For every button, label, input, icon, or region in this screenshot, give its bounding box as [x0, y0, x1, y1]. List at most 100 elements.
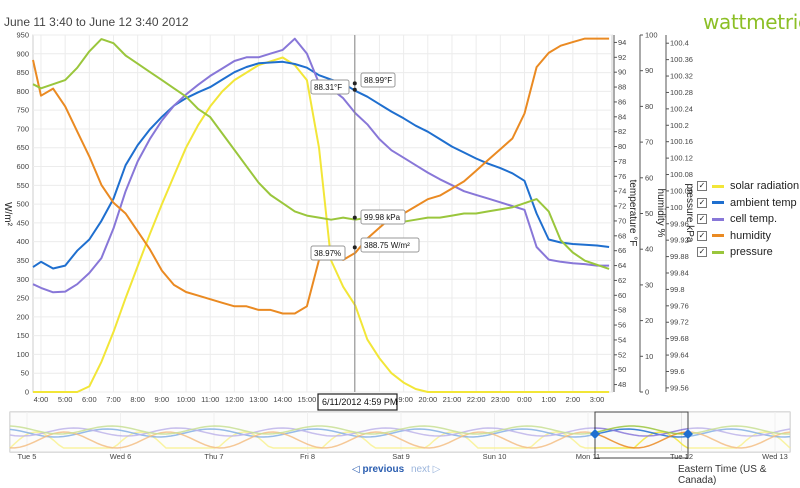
legend-label: solar radiation: [730, 180, 800, 192]
tooltip-date: 6/11/2012 4:59 PM: [322, 397, 397, 407]
x-tick-label: 2:00: [566, 395, 581, 404]
humidity-tick-label: 50: [645, 209, 653, 218]
x-tick-label: 15:00: [298, 395, 317, 404]
navigator: Tue 5 Wed 6 Thu 7 Fri 8 Sat 9 Sun 10 Mon 11 Tue…: [9, 411, 791, 461]
y-tick-label: 850: [16, 68, 29, 77]
tooltip-layer: 88.99°F 88.31°F 99.98 kPa 388.75 W/m² 38.97%…: [310, 35, 420, 411]
y-tick-label: 50: [21, 369, 29, 378]
x-tick-label: 0:00: [517, 395, 532, 404]
navigator-label: Tue 5: [18, 452, 37, 461]
y-tick-label: 650: [16, 143, 29, 152]
pressure-tick-label: 99.64: [670, 351, 689, 360]
tooltip-solar-box: [360, 237, 420, 253]
pressure-tick-label: 99.92: [670, 236, 689, 245]
legend-checkbox[interactable]: ✓: [697, 247, 707, 257]
pressure-tick-label: 99.72: [670, 318, 689, 327]
pressure-tick-label: 100.4: [670, 39, 689, 48]
tooltip-ambient-box: [360, 72, 396, 88]
legend-item-cell-temp[interactable]: ✓ cell temp.: [697, 211, 799, 227]
previous-button[interactable]: ◁ previous: [352, 464, 405, 475]
y-tick-label: 800: [16, 87, 29, 96]
series-line-pressure: [32, 38, 610, 270]
navigator-handle-right: [683, 429, 693, 439]
pressure-tick-label: 100.12: [670, 154, 693, 163]
axes: 4:00 5:00 6:00 7:00 8:00 9:00 10:00 11:00 12:00 1…: [2, 31, 695, 405]
legend-item-solar-radiation[interactable]: ✓ solar radiation: [697, 178, 799, 194]
pressure-tick-label: 100.24: [670, 104, 693, 113]
legend-label: pressure: [730, 246, 773, 258]
x-tick-label: 19:00: [394, 395, 413, 404]
legend-swatch: [712, 217, 724, 221]
x-tick-label: 12:00: [225, 395, 244, 404]
axis-title-pressure: pressure kPa: [684, 184, 695, 243]
legend-checkbox[interactable]: ✓: [697, 214, 707, 224]
navigator-mask-right: [688, 412, 790, 452]
navigator-label: Wed 13: [762, 452, 788, 461]
pressure-tick-label: 99.84: [670, 269, 689, 278]
legend-swatch: [712, 250, 724, 254]
navigator-label: Fri 8: [300, 452, 315, 461]
legend-label: ambient temp: [730, 196, 797, 209]
y-tick-label: 250: [16, 294, 29, 303]
tooltip-humidity-box: [310, 245, 346, 261]
pressure-tick-label: 99.76: [670, 301, 689, 310]
pressure-tick-label: 100.16: [670, 137, 693, 146]
temp-tick-label: 66: [618, 246, 626, 255]
humidity-tick-label: 60: [645, 173, 653, 182]
pressure-tick-label: 99.56: [670, 383, 689, 392]
x-tick-label: 8:00: [130, 395, 145, 404]
navigator-label: Mon 11: [576, 452, 600, 461]
pressure-tick-label: 100.36: [670, 55, 693, 64]
crosshair-dot: [352, 81, 357, 86]
legend: ✓ solar radiation ✓ ambient temp ✓ cell temp.…: [697, 178, 799, 261]
crosshair-dot: [352, 87, 357, 92]
tooltip-humidity: 38.97%: [314, 249, 341, 258]
temp-tick-label: 86: [618, 97, 626, 106]
y-tick-label: 450: [16, 218, 29, 227]
humidity-tick-label: 70: [645, 138, 653, 147]
x-tick-label: 23:00: [491, 395, 510, 404]
humidity-tick-label: 80: [645, 102, 653, 111]
humidity-tick-label: 30: [645, 280, 653, 289]
x-tick-label: 20:00: [418, 395, 437, 404]
crosshair-dot: [352, 215, 357, 220]
navigator-handle-left: [590, 429, 600, 439]
temp-tick-label: 92: [618, 53, 626, 62]
x-tick-label: 7:00: [106, 395, 121, 404]
temp-tick-label: 62: [618, 276, 626, 285]
pressure-tick-label: 99.6: [670, 367, 685, 376]
legend-item-ambient-temp[interactable]: ✓ ambient temp: [697, 195, 799, 211]
tooltip-pressure: 99.98 kPa: [364, 213, 401, 222]
crosshair-dot: [352, 245, 357, 250]
temp-tick-label: 88: [618, 83, 626, 92]
x-tick-label: 21:00: [443, 395, 462, 404]
temp-tick-label: 90: [618, 68, 626, 77]
legend-item-pressure[interactable]: ✓ pressure: [697, 244, 799, 260]
pressure-tick-label: 99.88: [670, 252, 689, 261]
navigator-label: Thu 7: [204, 452, 223, 461]
temp-tick-label: 68: [618, 231, 626, 240]
temp-tick-label: 84: [618, 112, 626, 121]
legend-item-humidity[interactable]: ✓ humidity: [697, 228, 799, 244]
series-line-solar-radiation: [33, 56, 610, 393]
tooltip-pressure-box: [360, 209, 406, 225]
temp-tick-label: 82: [618, 127, 626, 136]
temp-tick-label: 76: [618, 172, 626, 181]
legend-checkbox[interactable]: ✓: [697, 197, 707, 208]
chart-title: June 11 3:40 to June 12 3:40 2012: [4, 15, 189, 29]
y-tick-label: 350: [16, 256, 29, 265]
pager: ◁ previous next ▷: [352, 464, 444, 475]
legend-checkbox[interactable]: ✓: [697, 181, 707, 191]
y-tick-label: 0: [25, 388, 29, 397]
legend-swatch: [712, 201, 724, 204]
x-tick-label: 5:00: [58, 395, 73, 404]
temp-tick-label: 60: [618, 291, 626, 300]
next-button[interactable]: next ▷: [410, 464, 441, 475]
temp-tick-label: 94: [618, 38, 626, 47]
pressure-tick-label: 100.32: [670, 72, 693, 81]
x-tick-label: 4:00: [34, 395, 49, 404]
legend-checkbox[interactable]: ✓: [697, 230, 707, 241]
temp-tick-label: 64: [618, 261, 626, 270]
temp-tick-label: 74: [618, 187, 626, 196]
